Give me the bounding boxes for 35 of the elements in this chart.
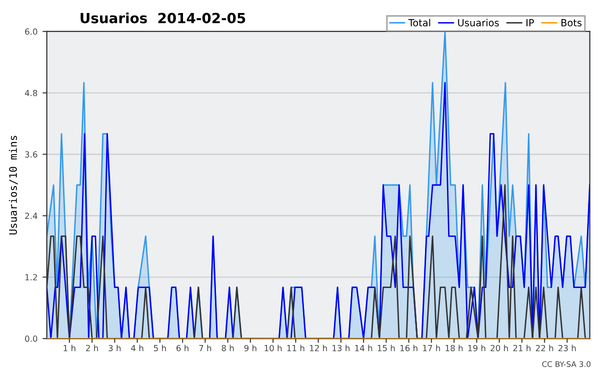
x-tick-label: 7 h [199, 344, 212, 352]
y-tick-label: 6.0 [25, 28, 38, 35]
y-tick-label: 3.6 [25, 151, 38, 158]
legend-label: Total [408, 18, 430, 26]
x-tick-label: 9 h [244, 344, 256, 352]
x-tick-label: 23 h [558, 344, 576, 352]
x-tick-label: 20 h [490, 344, 508, 352]
x-tick-label: 5 h [154, 344, 166, 352]
y-tick-label: 2.4 [25, 212, 38, 219]
x-tick-label: 4 h [131, 344, 144, 352]
y-tick-label: 0.0 [25, 336, 38, 342]
x-tick-label: 17 h [423, 344, 440, 352]
x-tick-label: 11 h [287, 344, 304, 352]
x-tick-label: 22 h [536, 344, 554, 352]
x-tick-label: 1 h [64, 344, 76, 352]
x-tick-label: 2 h [86, 344, 98, 352]
x-tick-label: 15 h [378, 344, 395, 352]
legend-label: Bots [561, 19, 582, 26]
y-tick-label: 1.2 [25, 274, 37, 280]
x-tick-label: 12 h [310, 344, 327, 352]
legend-label: Usuarios [458, 18, 499, 26]
x-tick-label: 13 h [332, 344, 350, 352]
x-tick-label: 18 h [446, 344, 463, 352]
x-tick-label: 8 h [222, 344, 234, 352]
y-axis-title: Usuarios/10 mins [8, 136, 18, 234]
legend-label: IP [526, 19, 534, 26]
x-tick-label: 10 h [264, 344, 282, 352]
chart-title: Usuarios 2014-02-05 [80, 12, 246, 24]
x-tick-label: 21 h [513, 344, 530, 352]
y-tick-label: 4.8 [24, 90, 38, 96]
x-tick-label: 3 h [108, 344, 121, 352]
x-tick-label: 16 h [400, 344, 418, 352]
x-tick-label: 19 h [468, 344, 486, 352]
x-tick-label: 14 h [355, 344, 372, 352]
x-tick-label: 6 h [176, 344, 188, 352]
